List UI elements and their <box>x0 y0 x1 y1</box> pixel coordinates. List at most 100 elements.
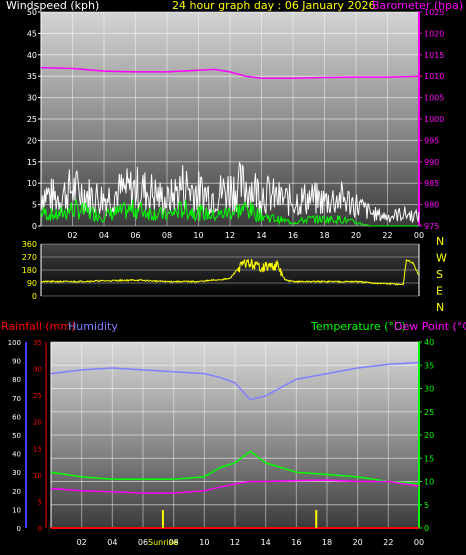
humidity-tick-label: 100 <box>8 339 21 347</box>
barometer-line <box>40 66 420 80</box>
chart-title: 24 hour graph day : 06 January 2026 <box>172 0 376 12</box>
temperature-tick-label: 5 <box>424 501 429 510</box>
barometer-tick-label: 1005 <box>424 94 444 103</box>
direction-tick-label: 360 <box>22 240 37 249</box>
barometer-tick-label: 985 <box>424 179 439 188</box>
rainfall-tick-label: 15 <box>33 445 42 453</box>
humidity-tick-label: 50 <box>12 432 21 440</box>
direction-tick-label: 90 <box>27 279 37 288</box>
wind-tick-label: 25 <box>27 115 37 124</box>
temp-humidity-panel: 0510152025303540010203040506070809010005… <box>8 338 435 547</box>
wind-tick-label: 15 <box>27 158 37 167</box>
x-tick-label: 22 <box>383 538 393 547</box>
temperature-tick-label: 25 <box>424 408 434 417</box>
wind-tick-label: 50 <box>27 8 37 17</box>
rainfall-axis-title: Rainfall (mm) <box>1 320 76 333</box>
x-tick-label: 06 <box>138 538 148 547</box>
x-tick-label: 12 <box>225 231 235 240</box>
x-tick-label: 04 <box>99 231 109 240</box>
wind-tick-label: 35 <box>27 72 37 81</box>
compass-label: N <box>436 235 444 248</box>
wind-tick-label: 5 <box>32 201 37 210</box>
wind-tick-label: 20 <box>27 136 37 145</box>
humidity-tick-label: 20 <box>12 488 21 496</box>
x-tick-label: 22 <box>382 231 392 240</box>
temperature-tick-label: 40 <box>424 338 434 347</box>
x-tick-label: 20 <box>353 538 363 547</box>
humidity-tick-label: 90 <box>12 358 21 366</box>
wind-barometer-panel: 0510152025303540455097598098599099510001… <box>27 8 445 240</box>
temperature-tick-label: 30 <box>424 385 434 394</box>
x-tick-label: 08 <box>169 538 179 547</box>
temperature-tick-label: 15 <box>424 454 434 463</box>
wind-tick-label: 10 <box>27 179 37 188</box>
humidity-tick-label: 80 <box>12 376 21 384</box>
compass-label: S <box>436 268 443 281</box>
barometer-tick-label: 1010 <box>424 72 444 81</box>
x-tick-label: 18 <box>319 231 329 240</box>
temperature-tick-label: 0 <box>424 524 429 533</box>
x-tick-label: 00 <box>414 538 424 547</box>
wind-average-line <box>40 198 419 227</box>
barometer-tick-label: 980 <box>424 201 439 210</box>
wind-tick-label: 30 <box>27 94 37 103</box>
barometer-tick-label: 1015 <box>424 51 444 60</box>
x-tick-label: 20 <box>351 231 361 240</box>
dewpoint-axis-title: Dew Point (°C) <box>394 320 466 333</box>
x-tick-label: 10 <box>193 231 203 240</box>
compass-label: E <box>436 285 443 298</box>
barometer-tick-label: 1025 <box>424 8 444 17</box>
rainfall-tick-label: 20 <box>33 419 42 427</box>
rainfall-tick-label: 10 <box>33 472 42 480</box>
x-tick-label: 18 <box>322 538 332 547</box>
temperature-axis-title: Temperature (°C) <box>311 320 406 333</box>
x-tick-label: 06 <box>130 231 140 240</box>
rainfall-tick-label: 25 <box>33 392 42 400</box>
humidity-tick-label: 70 <box>12 395 21 403</box>
compass-label: W <box>436 252 447 265</box>
rainfall-tick-label: 35 <box>33 339 42 347</box>
wind-tick-label: 40 <box>27 51 37 60</box>
direction-tick-label: 270 <box>22 253 37 262</box>
x-tick-label: 14 <box>261 538 271 547</box>
x-tick-label: 02 <box>67 231 77 240</box>
barometer-tick-label: 1020 <box>424 29 444 38</box>
wind-gust-line <box>40 161 420 224</box>
humidity-tick-label: 0 <box>17 525 21 533</box>
direction-tick-label: 0 <box>32 292 37 301</box>
rainfall-tick-label: 0 <box>38 525 42 533</box>
sunrise-label: Sunrise <box>148 538 178 547</box>
humidity-axis-title: Humidity <box>68 320 118 333</box>
x-tick-label: 08 <box>162 231 172 240</box>
wind-tick-label: 0 <box>32 222 37 231</box>
x-tick-label: 16 <box>291 538 301 547</box>
temperature-tick-label: 35 <box>424 361 434 370</box>
barometer-tick-label: 975 <box>424 222 439 231</box>
dewpoint-line <box>50 479 420 494</box>
humidity-line <box>50 361 420 401</box>
x-tick-label: 04 <box>107 538 117 547</box>
barometer-tick-label: 995 <box>424 136 439 145</box>
rainfall-tick-label: 5 <box>38 498 42 506</box>
wind-direction-line <box>40 258 420 286</box>
x-tick-label: 14 <box>256 231 266 240</box>
temperature-line <box>50 450 420 485</box>
temperature-tick-label: 20 <box>424 431 434 440</box>
x-tick-label: 16 <box>288 231 298 240</box>
plot-background <box>41 244 419 296</box>
x-tick-label: 10 <box>199 538 209 547</box>
x-tick-label: 02 <box>77 538 87 547</box>
direction-tick-label: 180 <box>22 266 37 275</box>
temperature-tick-label: 10 <box>424 478 434 487</box>
wind-tick-label: 45 <box>27 29 37 38</box>
humidity-tick-label: 60 <box>12 413 21 421</box>
rainfall-tick-label: 30 <box>33 366 42 374</box>
barometer-axis-title: Barometer (hpa) <box>372 0 464 12</box>
humidity-tick-label: 30 <box>12 469 21 477</box>
x-tick-label: 12 <box>230 538 240 547</box>
humidity-tick-label: 10 <box>12 506 21 514</box>
x-tick-label: 00 <box>414 231 424 240</box>
barometer-tick-label: 1000 <box>424 115 444 124</box>
